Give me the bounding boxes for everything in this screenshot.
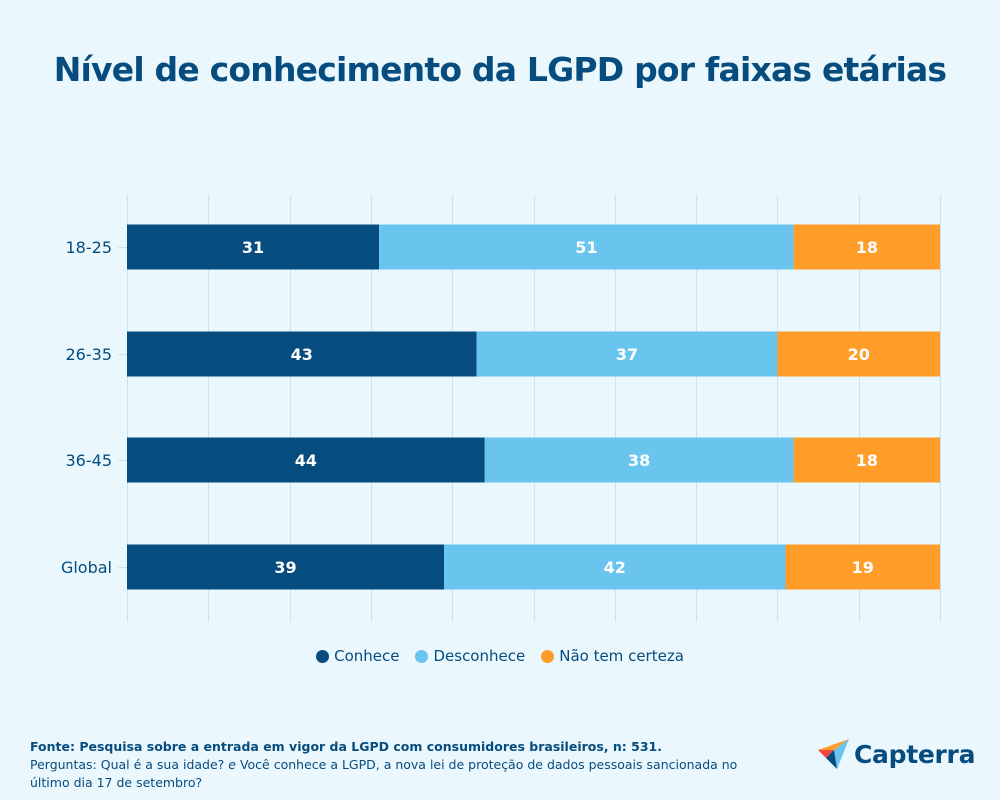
data-label: 39 [274, 558, 296, 577]
questions-text: Perguntas: Qual é a sua idade? [30, 757, 229, 772]
data-label: 18 [856, 238, 878, 257]
bar-segment [793, 224, 940, 270]
bar-segment [484, 437, 794, 483]
capterra-logo: Capterra [818, 737, 975, 771]
bar-segment [476, 331, 778, 377]
y-axis-label: 18-25 [66, 238, 113, 257]
data-label: 43 [291, 345, 313, 364]
y-axis-labels: 18-25 26-35 36-45 Global [61, 238, 127, 577]
bar-segment [127, 331, 477, 377]
y-axis-label: Global [61, 558, 112, 577]
chart-title: Nível de conhecimento da LGPD por faixas… [53, 50, 947, 89]
logo-text: Capterra [854, 739, 976, 769]
legend: Conhece Desconhece Não tem certeza [0, 647, 1000, 665]
legend-label: Conhece [334, 647, 400, 665]
legend-label: Não tem certeza [559, 647, 684, 665]
data-labels: 31 51 18 43 37 20 44 38 18 39 42 19 [242, 238, 878, 577]
bar-segment [793, 437, 940, 483]
data-label: 18 [856, 451, 878, 470]
legend-label: Desconhece [433, 647, 526, 665]
data-label: 38 [628, 451, 650, 470]
legend-dot-desconhece [415, 649, 429, 663]
footer: Fonte: Pesquisa sobre a entrada em vigor… [30, 738, 750, 792]
data-label: 20 [848, 345, 870, 364]
data-label: 44 [295, 451, 317, 470]
bar-segment [127, 544, 445, 590]
data-label: 37 [616, 345, 638, 364]
bar-segment [127, 224, 380, 270]
bar-segment [127, 437, 485, 483]
questions-connector: e [228, 757, 236, 772]
legend-item-nao-tem-certeza: Não tem certeza [541, 647, 684, 665]
legend-dot-conhece [316, 649, 330, 663]
legend-item-desconhece: Desconhece [415, 647, 525, 665]
legend-item-conhece: Conhece [316, 647, 399, 665]
y-axis-label: 26-35 [66, 345, 113, 364]
bar-segment [444, 544, 786, 590]
stacked-bar-chart: 18-25 26-35 36-45 Global 31 51 18 43 37 20 44 38 18… [61, 195, 941, 622]
questions-text-2: Você conhece a LGPD, a nova lei de prote… [30, 757, 738, 790]
data-label: 42 [604, 558, 626, 577]
data-label: 19 [852, 558, 874, 577]
y-axis-label: 36-45 [66, 451, 113, 470]
bars [127, 224, 940, 590]
capterra-arrow-icon [818, 739, 849, 769]
data-label: 51 [575, 238, 597, 257]
legend-dot-nao-tem-certeza [541, 649, 555, 663]
bar-segment [379, 224, 794, 270]
bar-segment [777, 331, 940, 377]
source-note: Fonte: Pesquisa sobre a entrada em vigor… [30, 739, 662, 754]
bar-segment [785, 544, 940, 590]
questions-note: Perguntas: Qual é a sua idade? e Você co… [30, 756, 750, 792]
data-label: 31 [242, 238, 264, 257]
